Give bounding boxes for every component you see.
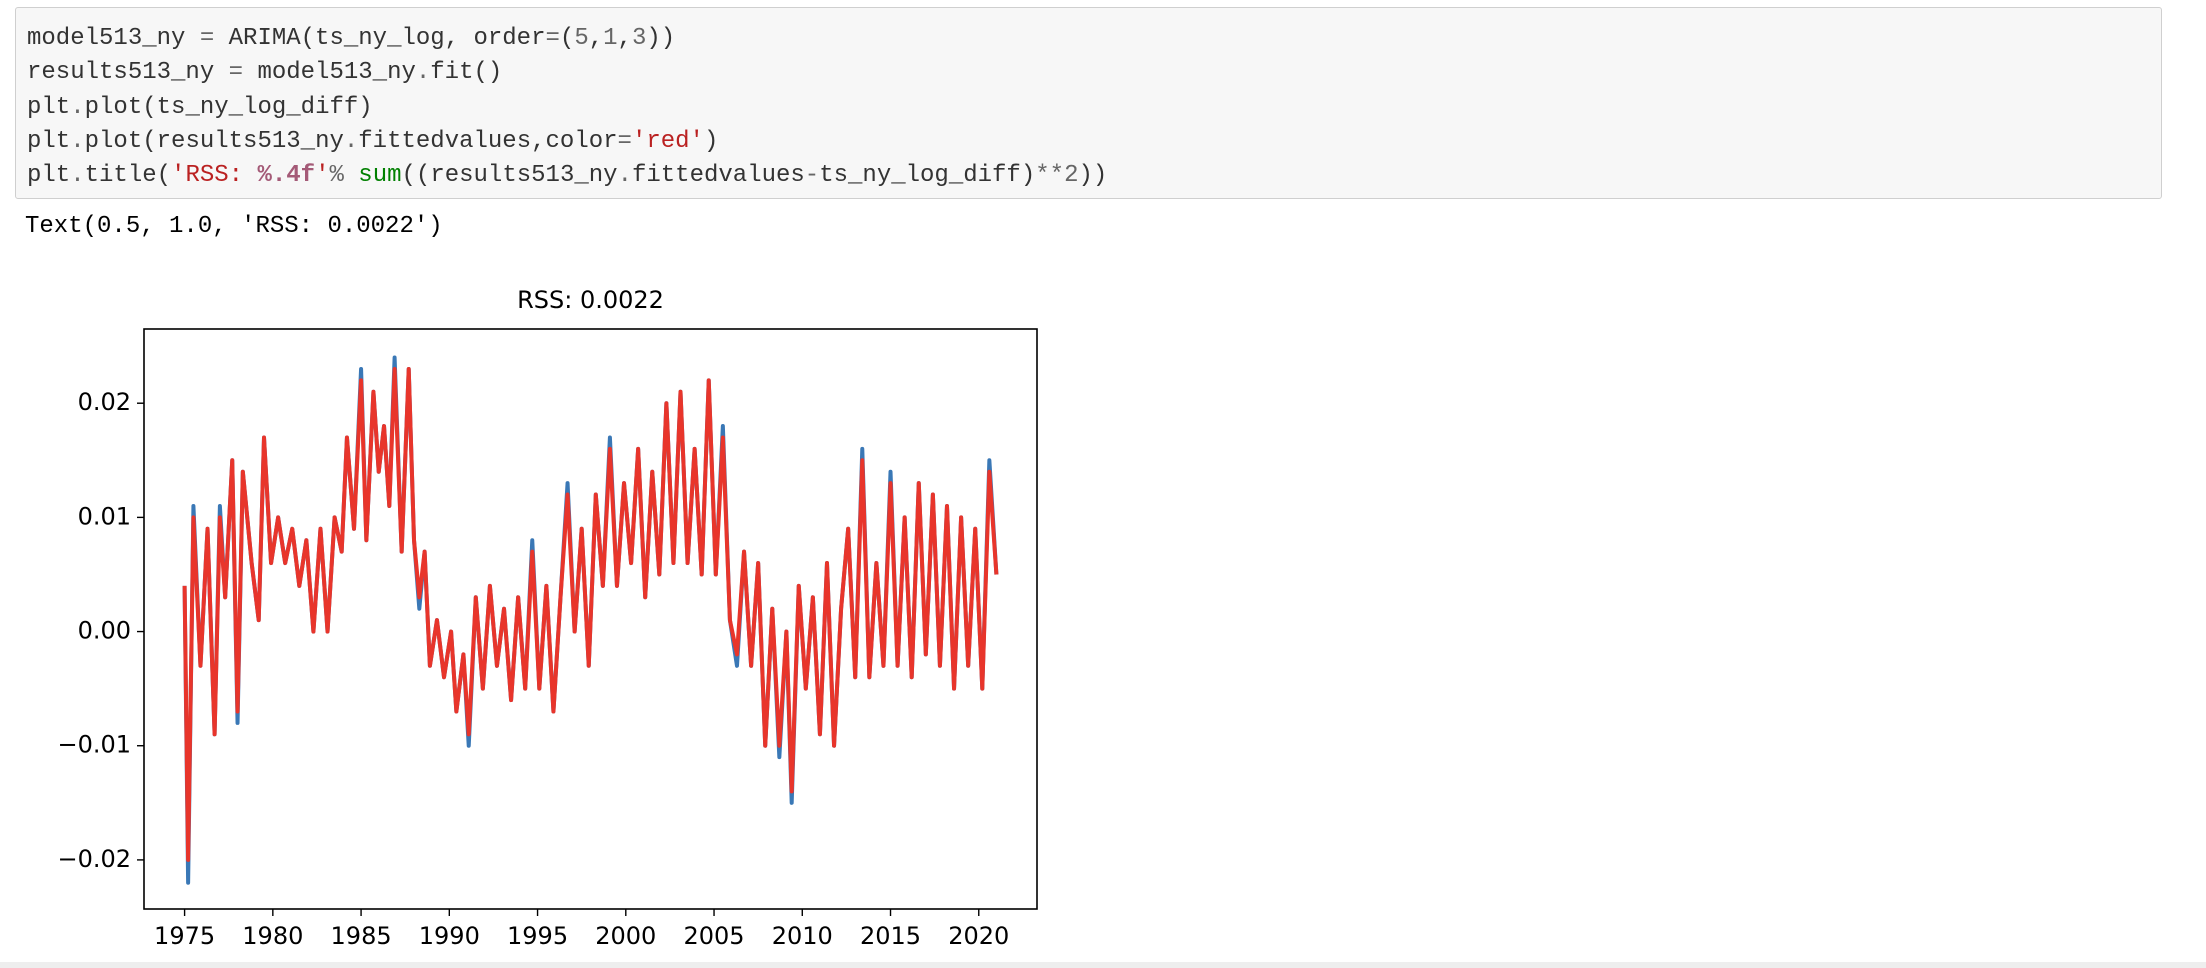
code-token: .	[70, 127, 85, 155]
x-tick-label: 1990	[419, 922, 480, 950]
y-tick-label: 0.00	[78, 617, 131, 645]
series-line	[182, 366, 999, 862]
footer-band	[0, 962, 2206, 968]
code-token: results513_ny	[27, 59, 229, 87]
x-tick-label: 2000	[595, 922, 656, 950]
x-tick-label: 2020	[948, 922, 1009, 950]
code-token: 'RSS:	[171, 162, 258, 190]
code-token: sum	[358, 162, 402, 190]
code-token: 2	[1064, 162, 1079, 190]
x-tick-label: 2005	[683, 922, 744, 950]
code-token: 1	[603, 25, 618, 52]
code-token: plt	[27, 127, 71, 155]
code-line: plt.title('RSS: %.4f'% sum((results513_n…	[27, 159, 2150, 193]
code-token: ))	[1078, 162, 1108, 190]
code-token: -	[804, 162, 820, 190]
x-tick-label: 2010	[772, 922, 833, 950]
code-token: )	[703, 127, 719, 155]
x-tick-label: 2015	[860, 922, 921, 950]
code-token: .	[617, 162, 632, 190]
chart: RSS: 0.0022 −0.02 −0.01 0.00 0.01 0.02 1975 198…	[57, 286, 1038, 950]
code-token: =	[228, 59, 244, 87]
code-token: fit()	[430, 59, 503, 87]
code-token: .	[70, 93, 85, 121]
chart-title: RSS: 0.0022	[517, 286, 664, 314]
code-line: results513_ny = model513_ny.fit()	[27, 56, 2150, 90]
code-token: ((results513_ny	[401, 162, 618, 190]
code-token: .	[415, 59, 431, 87]
y-tick-label: −0.01	[57, 731, 131, 759]
code-token: model513_ny	[243, 59, 416, 87]
code-token: fittedvalues	[631, 162, 805, 190]
code-token: plot(results513_ny	[84, 127, 344, 155]
code-line: plt.plot(ts_ny_log_diff)	[27, 91, 2150, 125]
code-token: 5	[574, 25, 589, 52]
code-token: .	[70, 162, 85, 190]
x-tick-label: 1975	[154, 922, 215, 950]
code-token: =	[617, 127, 632, 155]
code-token: plot(ts_ny_log_diff)	[84, 93, 373, 121]
code-token: ))	[646, 25, 676, 52]
y-tick-label: −0.02	[57, 845, 131, 873]
code-token: 'red'	[631, 127, 704, 155]
code-token: title(	[84, 162, 172, 190]
x-tick-label: 1995	[507, 922, 568, 950]
output-text: Text(0.5, 1.0, 'RSS: 0.0022')	[25, 213, 443, 240]
code-token: ts_ny_log_diff)	[819, 162, 1036, 190]
y-tick-label: 0.02	[78, 388, 131, 416]
code-token: =	[545, 25, 560, 52]
code-token: ,	[617, 25, 632, 52]
code-token: %.4f	[257, 162, 316, 190]
code-token	[344, 162, 358, 189]
code-token: '	[315, 162, 330, 190]
code-line: plt.plot(results513_ny.fittedvalues,colo…	[27, 125, 2150, 159]
x-tick-label: 1985	[331, 922, 392, 950]
x-tick-label: 1980	[242, 922, 303, 950]
code-cell[interactable]: model513_ny = ARIMA(ts_ny_log, order=(5,…	[15, 7, 2162, 199]
code-token: ARIMA(ts_ny_log, order	[214, 25, 546, 52]
code-token: fittedvalues,color	[358, 127, 618, 155]
code-token: plt	[27, 93, 71, 121]
code-token: plt	[27, 162, 71, 190]
code-token: ,	[588, 25, 604, 52]
code-line: model513_ny = ARIMA(ts_ny_log, order=(5,…	[27, 22, 2150, 56]
code-token: %	[329, 162, 344, 190]
plot-frame	[143, 328, 1038, 910]
y-tick-label: 0.01	[78, 502, 131, 530]
code-token: =	[199, 25, 215, 52]
code-token: 3	[631, 25, 647, 52]
code-token: model513_ny	[27, 25, 200, 52]
code-token: (	[559, 25, 575, 52]
code-token: **	[1035, 162, 1065, 190]
code-token: .	[343, 127, 359, 155]
